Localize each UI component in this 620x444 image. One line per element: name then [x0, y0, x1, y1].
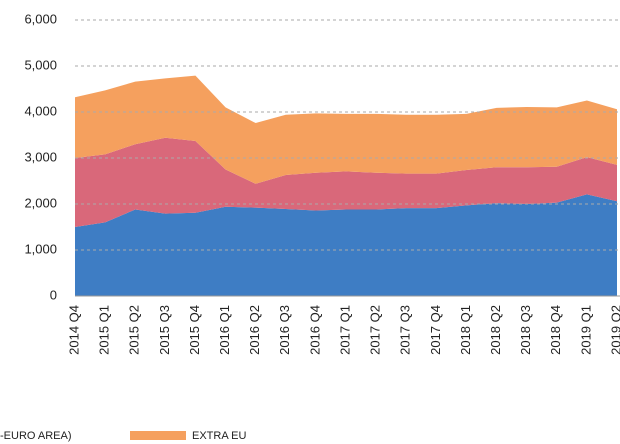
area [75, 137, 617, 227]
x-tick-label: 2018 Q1 [458, 305, 473, 355]
x-tick-label: 2015 Q3 [157, 305, 172, 355]
y-tick-label: 3,000 [24, 149, 57, 164]
y-tick-label: 2,000 [24, 195, 57, 210]
x-tick-label: 2016 Q1 [217, 305, 232, 355]
area [75, 194, 617, 296]
x-tick-label: 2017 Q2 [368, 305, 383, 355]
x-tick-label: 2016 Q4 [307, 305, 322, 355]
x-tick-label: 2018 Q4 [548, 305, 563, 355]
y-tick-label: 0 [50, 287, 57, 302]
area [75, 75, 617, 184]
y-tick-label: 4,000 [24, 103, 57, 118]
x-tick-label: 2017 Q4 [428, 305, 443, 355]
y-tick-label: 6,000 [24, 11, 57, 26]
x-tick-label: 2015 Q1 [97, 305, 112, 355]
y-tick-label: 5,000 [24, 57, 57, 72]
x-tick-label: 2018 Q3 [518, 305, 533, 355]
y-tick-label: 1,000 [24, 241, 57, 256]
legend-swatch [130, 431, 186, 440]
x-tick-label: 2019 Q2 [608, 305, 620, 355]
x-tick-label: 2016 Q2 [247, 305, 262, 355]
x-tick-label: 2017 Q1 [337, 305, 352, 355]
x-tick-label: 2017 Q3 [398, 305, 413, 355]
legend-label: -EURO AREA) [0, 430, 72, 442]
x-tick-label: 2015 Q2 [127, 305, 142, 355]
x-tick-label: 2015 Q4 [187, 305, 202, 355]
legend-label: EXTRA EU [192, 430, 246, 442]
x-tick-label: 2016 Q3 [277, 305, 292, 355]
x-tick-label: 2018 Q2 [488, 305, 503, 355]
x-tick-label: 2019 Q1 [578, 305, 593, 355]
x-tick-label: 2014 Q4 [66, 305, 81, 355]
